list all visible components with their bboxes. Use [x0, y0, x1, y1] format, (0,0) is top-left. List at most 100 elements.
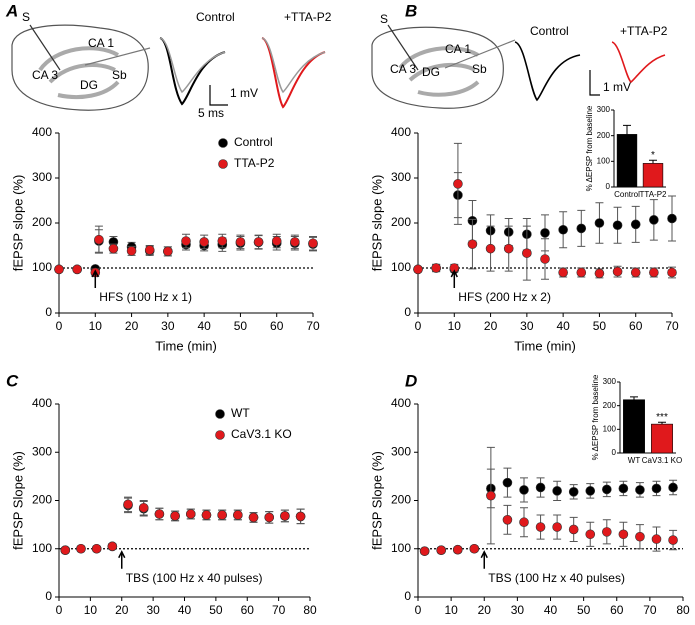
x-tick-label: WT — [628, 456, 641, 465]
schematic-a — [11, 24, 326, 111]
scale-bar — [589, 70, 600, 96]
data-point — [280, 511, 290, 521]
data-point — [419, 546, 430, 556]
data-point — [486, 490, 496, 501]
x-tick-label: 50 — [577, 603, 591, 617]
y-tick-label: 400 — [391, 125, 411, 139]
data-point — [552, 522, 562, 532]
x-tick-label: 30 — [146, 603, 160, 617]
data-point — [552, 486, 562, 496]
annotation: HFS (200 Hz x 2) — [458, 290, 551, 304]
data-point — [138, 502, 149, 513]
data-point — [585, 529, 596, 540]
trace-tta — [611, 41, 666, 84]
data-point — [519, 517, 529, 528]
data-point — [264, 512, 275, 523]
data-point — [618, 529, 629, 540]
trace-control — [514, 41, 581, 102]
trace-baseline — [261, 37, 326, 94]
data-point — [585, 486, 596, 496]
y-tick-label: 0 — [606, 182, 611, 191]
y-tick-label: 0 — [404, 589, 411, 603]
data-point — [602, 527, 612, 537]
trace-label: Control — [196, 10, 235, 24]
y-tick-label: 200 — [391, 215, 411, 229]
data-point — [540, 228, 550, 238]
y-tick-label: 300 — [391, 170, 411, 184]
stim-electrode — [29, 24, 61, 71]
data-point — [602, 484, 612, 495]
y-tick-label: 100 — [32, 541, 52, 555]
data-point — [576, 223, 587, 234]
data-point — [535, 482, 546, 493]
data-point — [72, 264, 82, 275]
x-axis-label: Time (min) — [520, 622, 582, 625]
data-point — [612, 266, 623, 277]
data-point — [667, 213, 677, 224]
legend-label: Control — [234, 135, 273, 149]
x-tick-label: 50 — [593, 319, 607, 333]
x-tick-label: 50 — [234, 319, 248, 333]
legend-label: TTA-P2 — [234, 156, 275, 170]
data-point — [452, 544, 463, 555]
schematic-label: DG — [80, 78, 98, 92]
hippocampus-layers — [398, 46, 480, 97]
x-tick-label: 60 — [241, 603, 255, 617]
trace-label: Control — [530, 24, 569, 38]
record-electrode — [444, 39, 516, 69]
x-tick-label: 70 — [665, 319, 679, 333]
data-point — [522, 248, 532, 258]
schematic-label: CA 3 — [390, 62, 416, 76]
data-point — [413, 264, 423, 275]
schematic-label: DG — [422, 65, 440, 79]
data-point — [576, 267, 587, 278]
x-tick-label: 40 — [544, 603, 558, 617]
x-axis-label: Time (min) — [514, 338, 576, 353]
x-tick-label: 10 — [448, 319, 462, 333]
y-tick-label: 100 — [391, 260, 411, 274]
y-tick-label: 200 — [391, 493, 411, 507]
x-tick-label: 80 — [303, 603, 317, 617]
data-point — [568, 487, 579, 497]
x-tick-label: TTA-P2 — [640, 190, 668, 199]
error-bar — [630, 396, 638, 400]
data-point — [635, 531, 645, 542]
x-tick-label: 40 — [178, 603, 192, 617]
data-point — [502, 514, 513, 525]
bar — [616, 134, 638, 188]
y-tick-label: 100 — [597, 156, 611, 165]
x-axis-label: Time (min) — [155, 338, 217, 353]
data-point — [502, 477, 513, 488]
data-point — [651, 483, 662, 494]
data-point — [594, 268, 605, 279]
annotation: TBS (100 Hz x 40 pulses) — [488, 571, 625, 585]
x-tick-label: 30 — [511, 603, 525, 617]
legend-label: CaV3.1 KO — [231, 427, 292, 441]
bar — [651, 423, 673, 454]
annotation-arrow — [480, 550, 488, 569]
x-tick-label: 60 — [629, 319, 643, 333]
y-tick-label: 200 — [32, 493, 52, 507]
data-point — [217, 510, 227, 520]
y-tick-label: 300 — [32, 170, 52, 184]
y-tick-label: 200 — [32, 215, 52, 229]
schematic-b — [371, 24, 666, 109]
schematic-label: S — [22, 10, 30, 24]
panel-label: D — [405, 371, 417, 390]
data-point — [469, 543, 480, 554]
stim-electrode — [387, 24, 419, 71]
x-tick-label: 20 — [115, 603, 129, 617]
y-tick-label: 300 — [32, 444, 52, 458]
data-point — [233, 510, 243, 520]
data-point — [217, 236, 228, 246]
data-point — [453, 179, 463, 189]
y-tick-label: 0 — [45, 305, 52, 319]
hippocampus-outline — [371, 26, 504, 109]
y-tick-label: 0 — [612, 448, 617, 457]
data-point — [308, 238, 318, 249]
y-tick-label: 0 — [45, 589, 52, 603]
data-point — [94, 234, 104, 245]
y-tick-label: 400 — [391, 396, 411, 410]
annotation-arrow — [91, 269, 99, 288]
data-point — [163, 246, 173, 257]
